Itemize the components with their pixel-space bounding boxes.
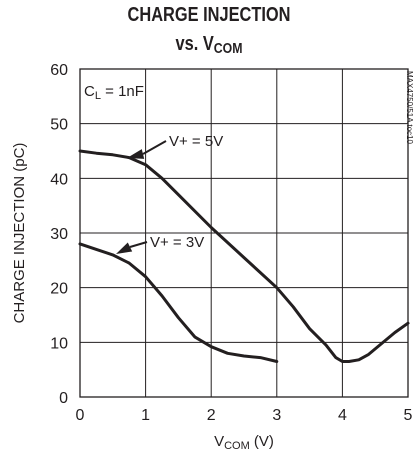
x-tick-label: 5 (404, 407, 413, 424)
y-tick-label: 40 (50, 171, 68, 188)
annotation-arrow-line (129, 241, 148, 248)
y-axis-label: CHARGE INJECTION (pC) (11, 143, 28, 324)
annotation-arrow-line (142, 140, 167, 155)
x-axis-label-unit: (V) (250, 433, 274, 450)
x-tick-label: 0 (76, 407, 85, 424)
plot-frame (79, 68, 409, 398)
chart-title-line2: vs. VCOM (176, 31, 243, 56)
plot-series (78, 149, 410, 363)
x-tick-label: 1 (141, 407, 150, 424)
y-tick-label: 50 (50, 117, 68, 134)
condition-main: C (84, 83, 95, 100)
x-tick-label: 3 (272, 407, 281, 424)
condition-label: CL = 1nF (84, 83, 144, 102)
series-line-1 (78, 149, 410, 363)
y-tick-label: 20 (50, 281, 68, 298)
x-tick-labels: 0 1 2 3 4 5 (76, 407, 413, 424)
series-label-2: V+ = 3V (150, 234, 204, 251)
series-label-1: V+ = 5V (169, 133, 223, 150)
x-axis-label-sub: COM (224, 440, 250, 452)
y-tick-labels: 0 10 20 30 40 50 60 (50, 62, 68, 407)
y-tick-label: 30 (50, 226, 68, 243)
condition-sub: L (95, 90, 101, 102)
condition-rest: = 1nF (101, 83, 144, 100)
chart-title-prefix: vs. V (176, 31, 215, 54)
y-tick-label: 0 (59, 390, 68, 407)
series-line-2 (78, 242, 279, 363)
annotation-arrow-head (127, 149, 145, 159)
chart-title-subscript: COM (214, 40, 243, 56)
series-annotations: V+ = 5V V+ = 3V (116, 133, 223, 254)
x-tick-label: 2 (207, 407, 216, 424)
part-number-label: MAX4750/51A toc10 (405, 71, 414, 144)
chart-title-line1: CHARGE INJECTION (128, 2, 291, 25)
x-axis-label: VCOM (V) (214, 433, 274, 452)
x-axis-label-main: V (214, 433, 224, 450)
y-tick-label: 60 (50, 62, 68, 79)
y-tick-label: 10 (50, 335, 68, 352)
x-tick-label: 4 (338, 407, 347, 424)
annotation-arrow-head (116, 242, 133, 254)
grid-lines (80, 69, 408, 397)
